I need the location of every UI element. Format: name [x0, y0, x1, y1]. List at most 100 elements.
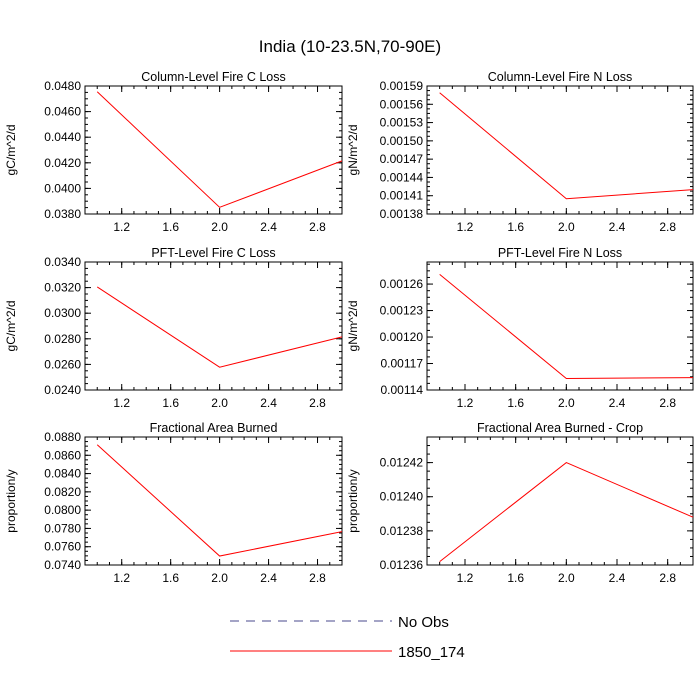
y-tick-label: 0.0380: [44, 207, 81, 221]
x-tick-label: 1.2: [113, 220, 130, 234]
y-tick-label: 0.0440: [44, 130, 81, 144]
x-tick-label: 2.4: [260, 396, 277, 410]
chart-panel-6: Fractional Area Burned - Crop proportion/…: [346, 421, 694, 585]
chart-title: Column-Level Fire N Loss: [488, 70, 633, 84]
y-tick-label: 0.0480: [44, 79, 81, 93]
x-tick-label: 2.0: [558, 571, 575, 585]
y-tick-label: 0.0820: [44, 485, 81, 499]
y-tick-label: 0.00126: [380, 277, 424, 291]
chart-panel-4: PFT-Level Fire N Loss gN/m^2/d 1.2 1.6 2.0 2.…: [346, 246, 694, 410]
plot-frame: [426, 436, 694, 566]
y-tick-label: 0.00120: [380, 330, 424, 344]
series-line-1850_174: [439, 462, 694, 562]
y-tick-label: 0.00159: [380, 79, 424, 93]
x-tick-label: 2.0: [558, 220, 575, 234]
series-line-1850_174: [96, 444, 343, 557]
y-tick-label: 0.0340: [44, 255, 81, 269]
y-axis-label: gC/m^2/d: [4, 301, 18, 352]
y-tick-label: 0.0840: [44, 467, 81, 481]
x-tick-label: 2.8: [659, 571, 676, 585]
y-tick-label: 0.00123: [380, 304, 424, 318]
figure-title: India (10-23.5N,70-90E): [259, 37, 441, 56]
x-tick-label: 1.6: [162, 220, 179, 234]
x-tick-label: 2.0: [558, 396, 575, 410]
series-line-1850_174: [439, 92, 694, 200]
x-tick-label: 1.6: [162, 571, 179, 585]
plot-frame: [84, 261, 343, 391]
y-tick-label: 0.00117: [381, 357, 424, 371]
x-tick-label: 1.2: [113, 571, 130, 585]
x-tick-label: 1.6: [507, 220, 524, 234]
plot-frame: [84, 436, 343, 566]
y-axis-label: gN/m^2/d: [346, 301, 360, 352]
x-tick-label: 1.2: [457, 220, 474, 234]
y-tick-label: 0.0780: [44, 521, 81, 535]
y-tick-label: 0.00141: [380, 189, 424, 203]
chart-panel-5: Fractional Area Burned proportion/y 1.2 1.6…: [4, 421, 343, 585]
y-tick-label: 0.0860: [44, 448, 81, 462]
x-tick-label: 2.8: [309, 220, 326, 234]
x-tick-label: 2.8: [659, 396, 676, 410]
chart-title: Fractional Area Burned: [150, 421, 278, 435]
y-tick-label: 0.0240: [44, 383, 81, 397]
y-axis-label: proportion/y: [4, 469, 18, 532]
y-tick-label: 0.0420: [44, 156, 81, 170]
y-tick-label: 0.0280: [44, 332, 81, 346]
x-tick-label: 1.2: [457, 571, 474, 585]
series-line-1850_174: [439, 273, 694, 380]
chart-title: PFT-Level Fire N Loss: [498, 246, 622, 260]
x-tick-label: 1.6: [507, 571, 524, 585]
y-tick-label: 0.00138: [380, 207, 424, 221]
x-tick-label: 1.6: [162, 396, 179, 410]
y-tick-label: 0.0880: [44, 430, 81, 444]
y-tick-label: 0.0300: [44, 306, 81, 320]
chart-panel-3: PFT-Level Fire C Loss gC/m^2/d 1.2 1.6 2.0 2.…: [4, 246, 343, 410]
chart-title: PFT-Level Fire C Loss: [151, 246, 275, 260]
x-tick-label: 2.4: [260, 571, 277, 585]
x-tick-label: 2.8: [659, 220, 676, 234]
legend-label-1850-174: 1850_174: [398, 644, 465, 661]
series-line-1850_174: [96, 286, 343, 368]
y-tick-label: 0.00153: [380, 116, 424, 130]
y-tick-label: 0.0260: [44, 357, 81, 371]
x-tick-label: 2.8: [309, 571, 326, 585]
x-tick-label: 1.2: [457, 396, 474, 410]
chart-title: Fractional Area Burned - Crop: [477, 421, 643, 435]
plot-frame: [426, 85, 694, 215]
y-axis-label: gC/m^2/d: [4, 125, 18, 176]
x-tick-label: 2.0: [211, 396, 228, 410]
y-axis-label: proportion/y: [346, 469, 360, 532]
chart-panel-1: Column-Level Fire C Loss gC/m^2/d 1.2 1.6 2.…: [4, 70, 343, 234]
y-tick-label: 0.0740: [44, 558, 81, 572]
x-tick-label: 2.4: [609, 396, 626, 410]
legend-label-no-obs: No Obs: [398, 614, 449, 631]
y-tick-label: 0.01240: [380, 490, 424, 504]
y-tick-label: 0.0460: [44, 105, 81, 119]
chart-title: Column-Level Fire C Loss: [141, 70, 286, 84]
y-tick-label: 0.0800: [44, 503, 81, 517]
y-tick-label: 0.01242: [380, 456, 424, 470]
plot-frame: [84, 85, 343, 215]
y-axis-label: gN/m^2/d: [346, 125, 360, 176]
y-tick-label: 0.00144: [380, 170, 424, 184]
y-tick-label: 0.0320: [44, 281, 81, 295]
series-line-1850_174: [96, 91, 343, 208]
plot-frame: [426, 261, 694, 391]
x-tick-label: 2.0: [211, 220, 228, 234]
chart-panel-2: Column-Level Fire N Loss gN/m^2/d 1.2 1.6 2.…: [346, 70, 694, 234]
y-tick-label: 0.0400: [44, 181, 81, 195]
y-tick-label: 0.0760: [44, 540, 81, 554]
y-tick-label: 0.01238: [380, 524, 424, 538]
x-tick-label: 2.4: [260, 220, 277, 234]
y-tick-label: 0.00156: [380, 97, 424, 111]
legend: No Obs 1850_174: [230, 614, 465, 661]
x-tick-label: 1.6: [507, 396, 524, 410]
y-tick-label: 0.01236: [380, 558, 424, 572]
x-tick-label: 2.8: [309, 396, 326, 410]
x-tick-label: 2.4: [609, 571, 626, 585]
panels: Column-Level Fire C Loss gC/m^2/d 1.2 1.6 2.…: [4, 70, 694, 585]
x-tick-label: 2.4: [609, 220, 626, 234]
y-tick-label: 0.00147: [380, 152, 424, 166]
x-tick-label: 1.2: [113, 396, 130, 410]
